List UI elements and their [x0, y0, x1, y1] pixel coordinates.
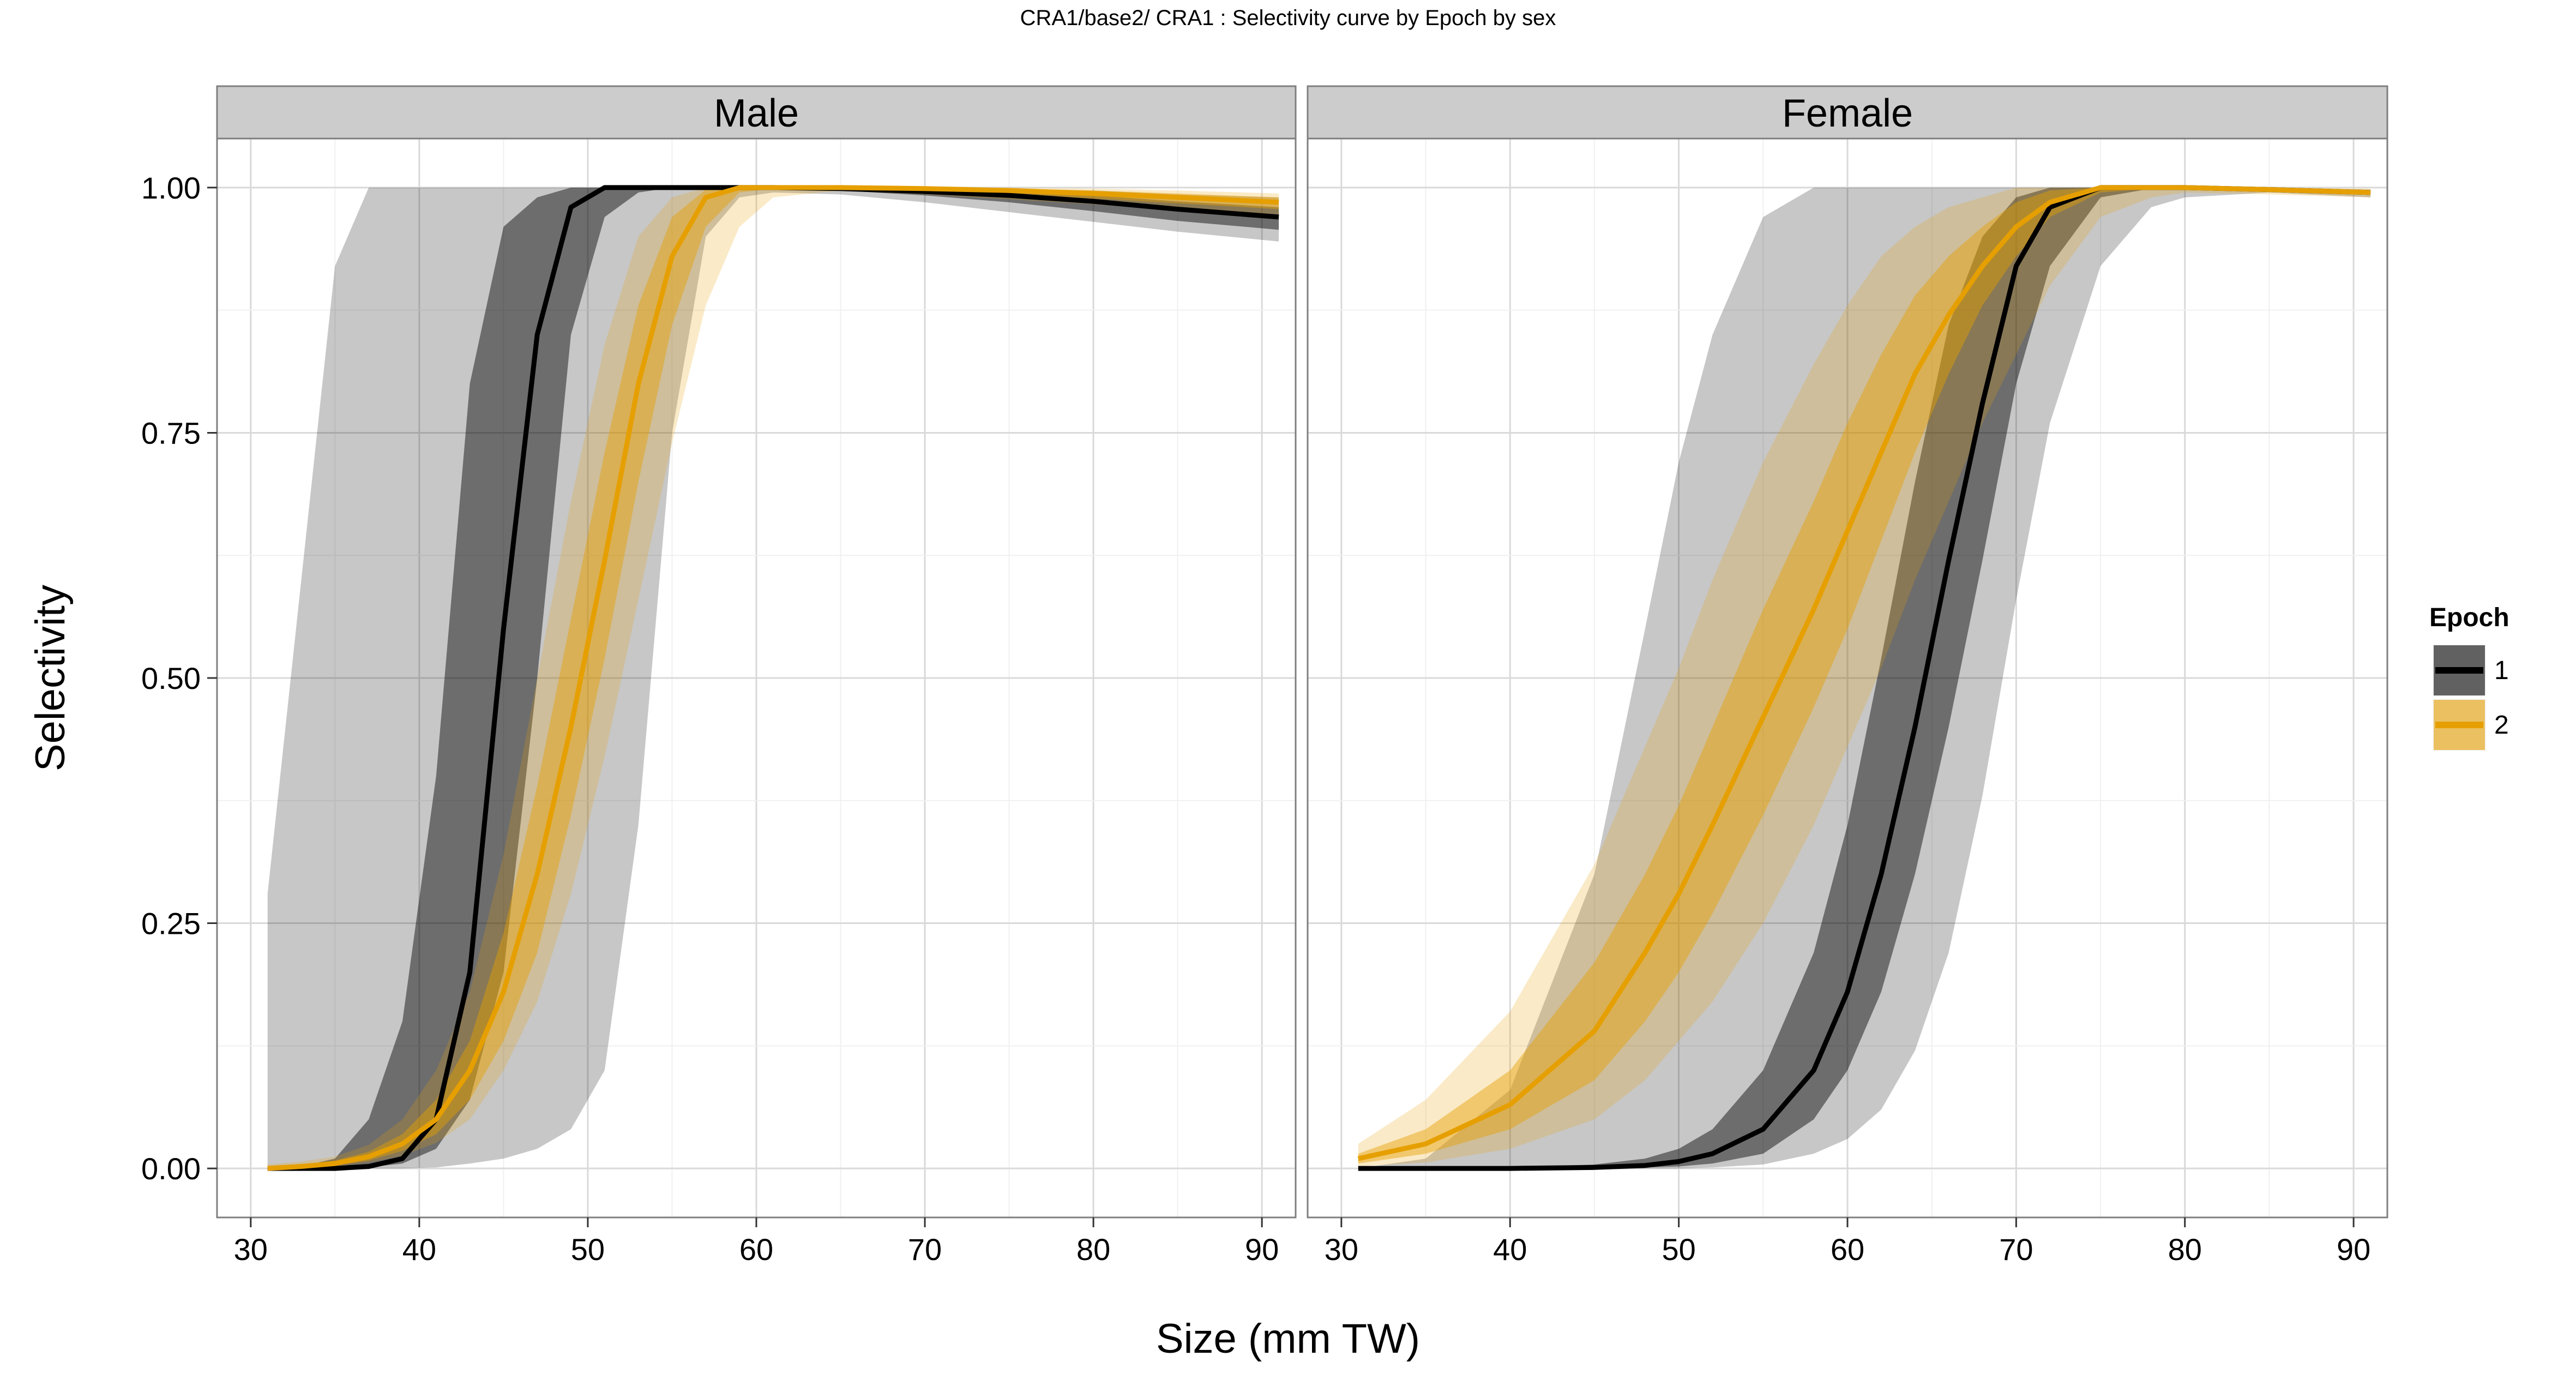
x-axis-label: Size (mm TW): [1156, 1316, 1420, 1362]
panel-female: Female 30 40 50 60 70 80 90: [1307, 85, 2388, 1267]
epoch-2-median-line: [1357, 185, 2371, 1161]
x-tick-label: 40: [402, 1232, 436, 1267]
epoch-2-inner-band: [267, 187, 1279, 1169]
panel-male: Male 30 40 50 60 70 80 90 0.00 0.25 0.50 0.75 1.00: [141, 85, 1297, 1267]
x-tick-label: 80: [1076, 1232, 1110, 1267]
y-tick-label: 1.00: [141, 171, 201, 205]
y-tick-label: 0.50: [141, 661, 201, 695]
epoch-1-outer-band: [1358, 187, 2371, 1169]
legend-title: Epoch: [2429, 603, 2509, 632]
legend: Epoch 1 2: [2429, 603, 2509, 753]
legend-label-1: 1: [2494, 656, 2509, 685]
epoch-1-median-line: [267, 185, 1279, 1171]
chart-title: CRA1/base2/ CRA1 : Selectivity curve by …: [1020, 6, 1556, 30]
epoch-1-inner-band: [1358, 187, 2371, 1169]
y-tick-label: 0.00: [141, 1151, 201, 1186]
legend-key-1: [2431, 643, 2488, 698]
epoch-2-outer-band: [1358, 187, 2371, 1167]
x-tick-label: 40: [1493, 1232, 1527, 1267]
y-tick-label: 0.75: [141, 416, 201, 450]
y-axis-label: Selectivity: [27, 585, 74, 771]
epoch-1-outer-band: [267, 187, 1279, 1169]
x-tick-label: 70: [1999, 1232, 2033, 1267]
y-tick-label: 0.25: [141, 907, 201, 941]
legend-label-2: 2: [2494, 711, 2509, 740]
x-tick-label: 30: [234, 1232, 268, 1267]
panel-strip: [216, 85, 1297, 140]
x-tick-label: 80: [2168, 1232, 2202, 1267]
x-tick-label: 30: [1325, 1232, 1358, 1267]
legend-key-2: [2431, 697, 2488, 753]
x-tick-label: 50: [571, 1232, 605, 1267]
x-tick-label: 70: [908, 1232, 942, 1267]
x-tick-label: 60: [1831, 1232, 1864, 1267]
facet-panels: Male 30 40 50 60 70 80 90 0.00 0.25 0.50 0.75 1.00 Fe…: [141, 85, 2388, 1267]
x-tick-label: 60: [739, 1232, 773, 1267]
x-tick-label: 50: [1662, 1232, 1695, 1267]
epoch-2-outer-band: [267, 187, 1279, 1169]
panel-strip-label: Female: [1782, 92, 1913, 135]
x-tick-label: 90: [1245, 1232, 1279, 1267]
epoch-1-inner-band: [267, 187, 1279, 1169]
epoch-2-median-line: [267, 185, 1279, 1171]
panel-strip-label: Male: [714, 92, 799, 135]
gridlines: [1308, 139, 2387, 1217]
x-tick-label: 90: [2337, 1232, 2370, 1267]
